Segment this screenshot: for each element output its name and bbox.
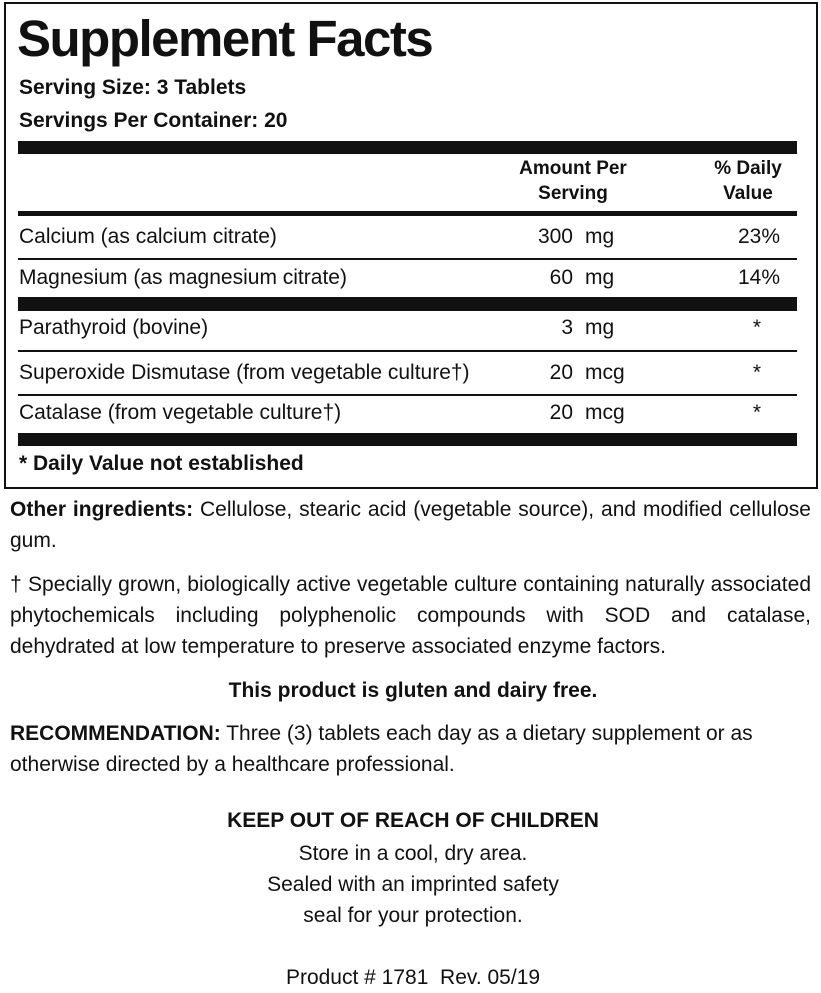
daily-value: * [752,316,762,339]
nutrient-name: Superoxide Dismutase (from vegetable cul… [19,361,470,384]
daily-value: 14% [737,266,780,289]
warning-line: Sealed with an imprinted safety [267,873,559,896]
unit: mcg [585,401,625,424]
servings-per-container: Servings Per Container: 20 [19,109,288,132]
warning-title: KEEP OUT OF REACH OF CHILDREN [227,809,599,832]
title: Supplement Facts [17,10,434,67]
thick-rule [18,297,797,311]
thin-rule [18,394,797,396]
amount-header: Serving [538,183,608,204]
amount: 60 [549,266,573,289]
daily-value: 23% [737,225,780,248]
label: Other ingredients: [10,498,194,521]
recommendation: RECOMMENDATION: Three (3) tablets each d… [10,718,780,780]
warning-line: Store in a cool, dry area. [298,842,528,865]
warning-line: seal for your protection. [303,904,523,927]
thick-rule [18,433,797,446]
amount: 20 [549,401,573,424]
amount-header: Amount Per [519,158,627,179]
nutrient-name: Magnesium (as magnesium citrate) [19,266,347,289]
daily-value: * [752,401,762,424]
gluten-note: This product is gluten and dairy free. [228,679,598,702]
unit: mg [585,225,615,248]
dv-header: Value [723,183,773,204]
footnote: * Daily Value not established [19,452,304,475]
amount: 300 [537,225,573,248]
nutrient-name: Catalase (from vegetable culture†) [19,401,342,424]
amount: 3 [561,316,573,339]
thick-rule [18,141,797,154]
dv-header: % Daily [714,158,782,179]
thin-rule [18,350,797,352]
facts-box [4,2,818,489]
other-ingredients: Other ingredients: Cellulose, stearic ac… [10,494,811,556]
serving-size: Serving Size: 3 Tablets [19,76,247,99]
dagger-note: † Specially grown, biologically active v… [10,573,811,658]
text: Three (3) tablets each day as a dietary … [10,722,753,776]
unit: mcg [585,361,625,384]
unit: mg [585,316,615,339]
nutrient-name: Parathyroid (bovine) [19,316,209,339]
medium-rule [18,211,797,216]
product-number: Product # 1781 Rev. 05/19 [285,966,541,989]
thin-rule [18,258,797,260]
label: RECOMMENDATION: [10,722,221,745]
text: Cellulose, stearic acid (vegetable sourc… [10,498,811,552]
daily-value: * [752,361,762,384]
nutrient-name: Calcium (as calcium citrate) [19,225,277,248]
unit: mg [585,266,615,289]
amount: 20 [549,361,573,384]
